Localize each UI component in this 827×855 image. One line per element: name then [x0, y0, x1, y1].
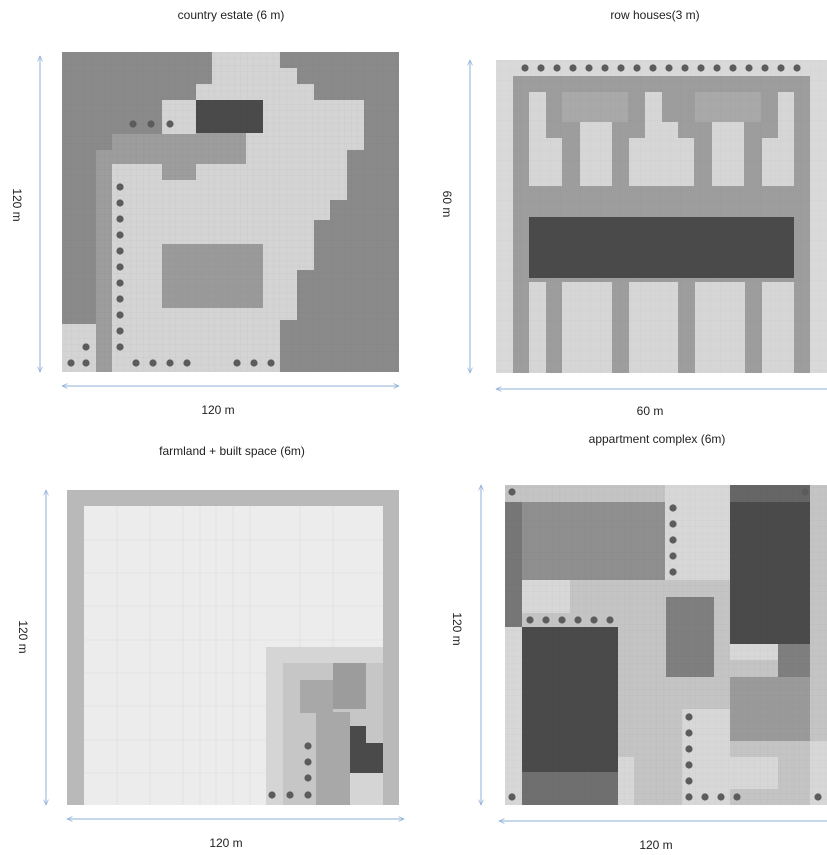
panel-title: appartment complex (6m): [589, 432, 726, 446]
panel-title: row houses(3 m): [610, 8, 699, 22]
panel-country-estate: country estate (6 m): [10, 8, 399, 417]
height-label: 120 m: [16, 620, 30, 653]
height-label: 60 m: [440, 191, 454, 218]
width-label: 60 m: [637, 404, 664, 418]
width-label: 120 m: [639, 838, 672, 852]
site-plan: [62, 52, 399, 372]
panel-title: farmland + built space (6m): [159, 444, 305, 458]
height-label: 120 m: [450, 612, 464, 645]
width-label: 120 m: [201, 403, 234, 417]
height-label: 120 m: [10, 188, 24, 221]
panel-apartment-complex: appartment complex (6m): [450, 432, 827, 852]
width-label: 120 m: [209, 836, 242, 850]
site-plan: [505, 485, 827, 805]
panel-title: country estate (6 m): [178, 8, 285, 22]
panel-farmland: farmland + built space (6m): [16, 444, 404, 850]
site-plan: [496, 60, 827, 373]
panel-row-houses: row houses(3 m): [440, 8, 827, 418]
site-plan: [67, 490, 399, 805]
